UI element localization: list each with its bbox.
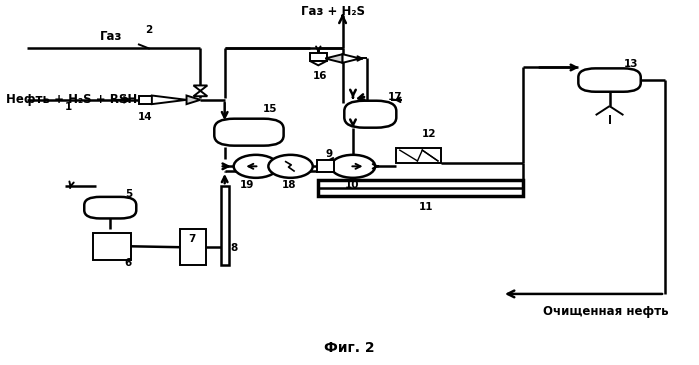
Polygon shape (343, 54, 360, 63)
Text: 5: 5 (126, 189, 133, 199)
Text: Очищенная нефть: Очищенная нефть (543, 306, 668, 318)
Text: 19: 19 (240, 180, 254, 190)
Text: 14: 14 (138, 112, 152, 122)
Bar (396, 148, 441, 163)
Bar (310, 53, 326, 61)
Text: 2: 2 (145, 25, 152, 35)
Bar (220, 186, 229, 265)
Text: 13: 13 (624, 59, 638, 69)
Text: 16: 16 (313, 71, 328, 81)
FancyBboxPatch shape (578, 68, 641, 92)
Circle shape (233, 155, 278, 178)
FancyBboxPatch shape (85, 197, 136, 218)
Text: 17: 17 (388, 92, 402, 101)
Text: Газ + H₂S: Газ + H₂S (301, 5, 365, 18)
Text: 15: 15 (263, 104, 278, 114)
Text: Фиг. 2: Фиг. 2 (324, 341, 375, 355)
Text: Нефть + H₂S + RSH: Нефть + H₂S + RSH (6, 93, 138, 106)
Bar (139, 96, 152, 104)
Circle shape (268, 155, 312, 178)
Text: 10: 10 (345, 180, 359, 190)
Text: 6: 6 (124, 258, 131, 268)
Text: 12: 12 (422, 129, 437, 139)
Text: 7: 7 (189, 234, 196, 243)
Text: 18: 18 (282, 180, 297, 190)
Circle shape (331, 155, 375, 178)
Polygon shape (187, 96, 201, 104)
Text: 11: 11 (419, 202, 433, 212)
Polygon shape (325, 54, 343, 63)
Polygon shape (194, 85, 208, 91)
Bar (317, 160, 333, 172)
Bar (93, 233, 131, 260)
Bar (180, 229, 206, 265)
Polygon shape (310, 61, 326, 65)
Bar (318, 180, 523, 196)
Text: 9: 9 (325, 149, 332, 159)
Text: 1: 1 (65, 103, 73, 112)
FancyBboxPatch shape (345, 101, 396, 128)
Text: 8: 8 (230, 243, 238, 253)
Text: Газ: Газ (100, 30, 122, 43)
Polygon shape (152, 96, 187, 104)
Polygon shape (194, 91, 208, 96)
FancyBboxPatch shape (215, 119, 284, 146)
